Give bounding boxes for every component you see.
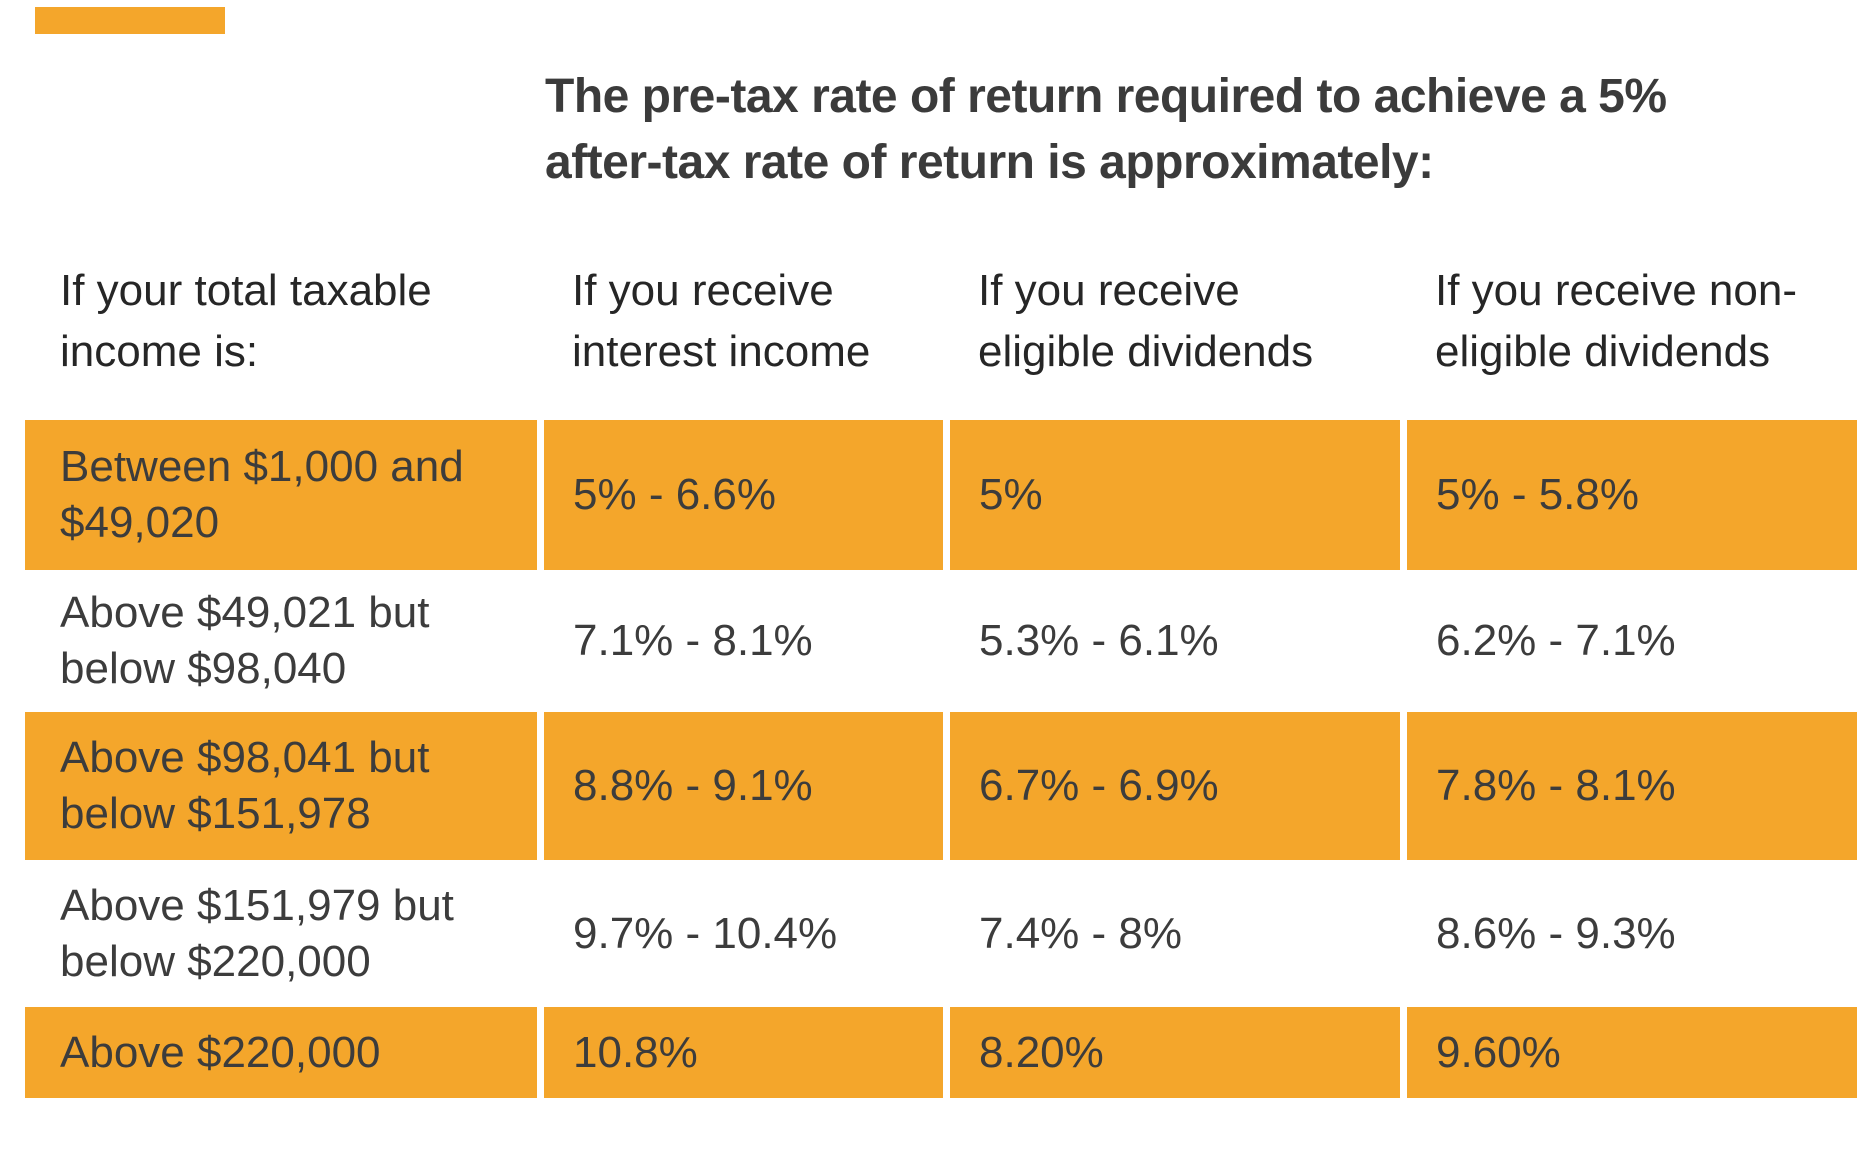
eligible-dividends-value: 5% xyxy=(943,420,1400,570)
row-label-line: Above $49,021 but xyxy=(60,588,430,637)
row-label-line: below $151,978 xyxy=(60,789,371,838)
header-line: If you receive xyxy=(572,266,834,315)
row-label-cell: Above $49,021 but below $98,040 xyxy=(25,570,537,712)
eligible-dividends-value: 5.3% - 6.1% xyxy=(943,570,1400,712)
interest-income-value: 7.1% - 8.1% xyxy=(537,570,943,712)
column-header-eligible-dividends: If you receive eligible dividends xyxy=(943,260,1400,382)
row-label-cell: Above $151,979 but below $220,000 xyxy=(25,860,537,1007)
non-eligible-dividends-value: 5% - 5.8% xyxy=(1400,420,1857,570)
row-label-cell: Above $220,000 xyxy=(25,1007,537,1098)
header-line: interest income xyxy=(572,327,871,376)
interest-income-value: 5% - 6.6% xyxy=(537,420,943,570)
column-header-interest-income: If you receive interest income xyxy=(537,260,943,382)
non-eligible-dividends-value: 7.8% - 8.1% xyxy=(1400,712,1857,860)
eligible-dividends-value: 7.4% - 8% xyxy=(943,860,1400,1007)
header-line: If your total taxable xyxy=(60,266,432,315)
column-header-non-eligible-dividends: If you receive non- eligible dividends xyxy=(1400,260,1857,382)
header-line: eligible dividends xyxy=(1435,327,1771,376)
row-label-line: below $220,000 xyxy=(60,936,371,986)
table-row: Above $220,000 10.8% 8.20% 9.60% xyxy=(25,1007,1857,1098)
top-left-orange-mark xyxy=(35,7,225,34)
row-label-line: Between $1,000 and xyxy=(60,442,464,491)
figure-title-line-2: after-tax rate of return is approximatel… xyxy=(545,136,1434,189)
non-eligible-dividends-value: 8.6% - 9.3% xyxy=(1400,860,1857,1007)
interest-income-value: 8.8% - 9.1% xyxy=(537,712,943,860)
eligible-dividends-value: 8.20% xyxy=(943,1007,1400,1098)
rates-table: Between $1,000 and $49,020 5% - 6.6% 5% … xyxy=(25,420,1857,1098)
row-label-line: Above $220,000 xyxy=(60,1027,381,1077)
eligible-dividends-value: 6.7% - 6.9% xyxy=(943,712,1400,860)
interest-income-value: 10.8% xyxy=(537,1007,943,1098)
figure-title-line-1: The pre-tax rate of return required to a… xyxy=(545,70,1667,123)
table-row: Above $98,041 but below $151,978 8.8% - … xyxy=(25,712,1857,860)
row-label-cell: Between $1,000 and $49,020 xyxy=(25,420,537,570)
row-label-line: Above $98,041 but xyxy=(60,733,430,782)
header-line: income is: xyxy=(60,327,259,376)
interest-income-value: 9.7% - 10.4% xyxy=(537,860,943,1007)
row-label-line: below $98,040 xyxy=(60,644,347,693)
header-line: If you receive non- xyxy=(1435,266,1797,315)
row-label-line: $49,020 xyxy=(60,498,220,547)
table-header-row: If your total taxable income is: If you … xyxy=(25,260,1857,382)
header-line: eligible dividends xyxy=(978,327,1314,376)
non-eligible-dividends-value: 9.60% xyxy=(1400,1007,1857,1098)
non-eligible-dividends-value: 6.2% - 7.1% xyxy=(1400,570,1857,712)
column-header-taxable-income: If your total taxable income is: xyxy=(25,260,537,382)
table-row: Between $1,000 and $49,020 5% - 6.6% 5% … xyxy=(25,420,1857,570)
table-row: Above $151,979 but below $220,000 9.7% -… xyxy=(25,860,1857,1007)
row-label-line: Above $151,979 but xyxy=(60,880,454,930)
figure-title: The pre-tax rate of return required to a… xyxy=(545,64,1667,196)
header-line: If you receive xyxy=(978,266,1240,315)
row-label-cell: Above $98,041 but below $151,978 xyxy=(25,712,537,860)
table-row: Above $49,021 but below $98,040 7.1% - 8… xyxy=(25,570,1857,712)
